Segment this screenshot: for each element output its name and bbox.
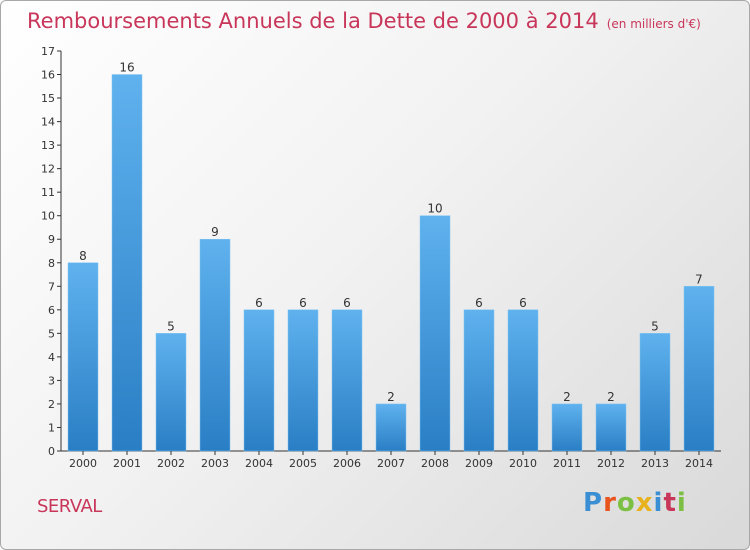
x-tick-label: 2013: [641, 457, 669, 470]
bar-2003: [199, 238, 231, 452]
y-tick-label: 2: [48, 398, 55, 411]
commune-name: SERVAL: [37, 496, 102, 517]
chart-subtitle: (en milliers d'€): [606, 17, 701, 31]
logo-letter: r: [603, 488, 617, 518]
x-tick-label: 2010: [509, 457, 537, 470]
y-tick-label: 13: [41, 139, 55, 152]
bar-2012: [595, 403, 627, 452]
x-tick-label: 2008: [421, 457, 449, 470]
y-tick-label: 12: [41, 163, 55, 176]
data-label: 6: [343, 296, 351, 310]
data-label: 8: [79, 249, 87, 263]
y-tick-label: 1: [48, 421, 55, 434]
bar-2004: [243, 309, 275, 452]
y-tick-label: 8: [48, 257, 55, 270]
data-label: 6: [519, 296, 527, 310]
bar-2002: [155, 333, 187, 452]
logo-letter: P: [583, 488, 604, 518]
bar-2006: [331, 309, 363, 452]
y-tick-label: 6: [48, 304, 55, 317]
y-tick-label: 11: [41, 186, 55, 199]
x-tick-label: 2005: [289, 457, 317, 470]
x-tick-label: 2001: [113, 457, 141, 470]
x-tick-label: 2004: [245, 457, 273, 470]
bar-2014: [683, 286, 715, 452]
data-label: 2: [607, 390, 615, 404]
y-tick-label: 16: [41, 69, 55, 82]
chart-title: Remboursements Annuels de la Dette de 20…: [27, 9, 701, 33]
bar-2008: [419, 215, 451, 452]
x-tick-label: 2011: [553, 457, 581, 470]
bar-2013: [639, 333, 671, 452]
bar-2001: [111, 74, 143, 452]
data-label: 16: [119, 61, 134, 75]
logo-letter: o: [616, 488, 636, 518]
x-tick-label: 2014: [685, 457, 713, 470]
bar-2000: [67, 262, 99, 452]
bar-2009: [463, 309, 495, 452]
bar-2010: [507, 309, 539, 452]
logo-letter: x: [635, 488, 654, 518]
y-tick-label: 17: [41, 45, 55, 58]
data-label: 7: [695, 272, 703, 286]
y-tick-label: 4: [48, 351, 55, 364]
data-label: 5: [651, 319, 659, 333]
data-label: 2: [387, 390, 395, 404]
y-tick-label: 9: [48, 233, 55, 246]
x-tick-label: 2007: [377, 457, 405, 470]
data-label: 2: [563, 390, 571, 404]
x-tick-label: 2003: [201, 457, 229, 470]
x-tick-label: 2006: [333, 457, 361, 470]
x-tick-label: 2012: [597, 457, 625, 470]
bar-2011: [551, 403, 583, 452]
data-label: 6: [475, 296, 483, 310]
y-tick-label: 5: [48, 327, 55, 340]
bar-2007: [375, 403, 407, 452]
data-label: 6: [299, 296, 307, 310]
data-label: 9: [211, 225, 219, 239]
y-tick-label: 7: [48, 280, 55, 293]
proxiti-logo: Proxiti: [583, 488, 687, 518]
x-tick-label: 2000: [69, 457, 97, 470]
data-label: 6: [255, 296, 263, 310]
data-label: 5: [167, 319, 175, 333]
logo-letter: t: [663, 488, 677, 518]
y-tick-label: 0: [48, 445, 55, 458]
logo-letter: i: [653, 488, 664, 518]
logo-letter: i: [676, 488, 687, 518]
x-tick-label: 2009: [465, 457, 493, 470]
bar-2005: [287, 309, 319, 452]
y-tick-label: 3: [48, 374, 55, 387]
chart-title-text: Remboursements Annuels de la Dette de 20…: [27, 9, 599, 33]
data-label: 10: [427, 202, 442, 216]
y-tick-label: 14: [41, 116, 55, 129]
y-tick-label: 10: [41, 210, 55, 223]
x-tick-label: 2002: [157, 457, 185, 470]
y-tick-label: 15: [41, 92, 55, 105]
